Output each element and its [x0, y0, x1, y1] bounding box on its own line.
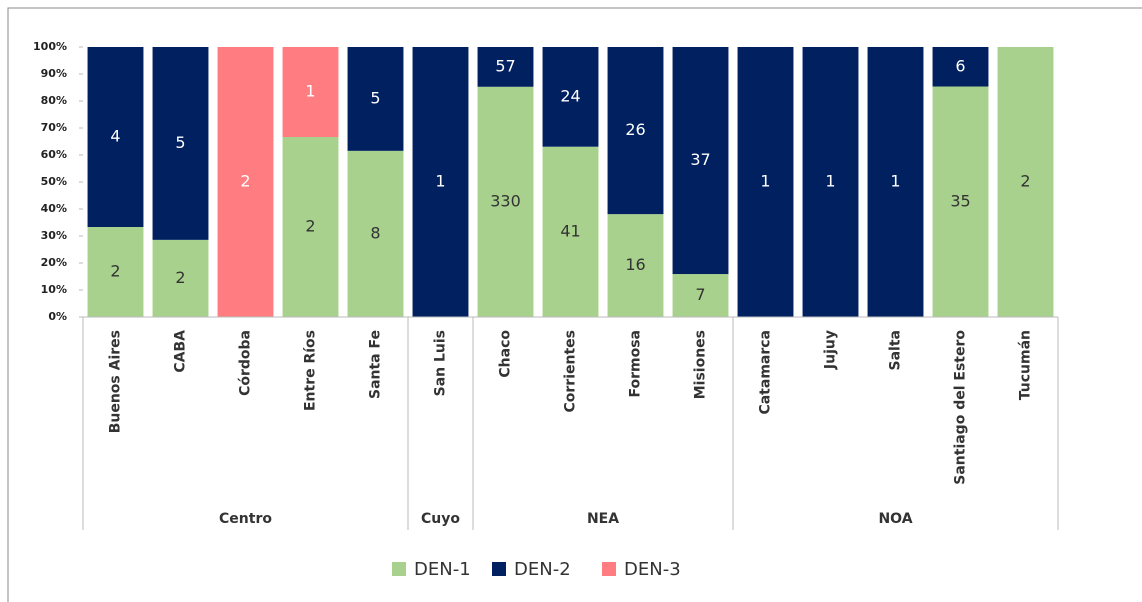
bar-segment — [997, 47, 1054, 317]
group-label: NOA — [878, 511, 912, 527]
value-label: 1 — [825, 172, 835, 191]
bar-segment — [282, 137, 339, 317]
y-tick-label: 60% — [41, 148, 67, 161]
bar-segment — [152, 47, 209, 240]
y-tick-label: 20% — [41, 256, 67, 269]
value-label: 35 — [950, 191, 970, 210]
x-tick-label: Jujuy — [823, 330, 839, 370]
y-tick-label: 90% — [41, 67, 67, 80]
bar-segment — [867, 47, 924, 317]
y-tick-label: 30% — [41, 229, 67, 242]
value-label: 57 — [495, 56, 515, 75]
y-tick-label: 70% — [41, 121, 67, 134]
value-label: 4 — [110, 127, 120, 146]
x-tick-label: Formosa — [628, 330, 644, 398]
y-tick-label: 0% — [48, 310, 67, 323]
value-label: 2 — [1020, 172, 1030, 191]
bar-segment — [542, 47, 599, 147]
bar-segment — [932, 47, 989, 87]
value-label: 1 — [890, 172, 900, 191]
value-label: 6 — [955, 56, 965, 75]
x-tick-label: CABA — [173, 330, 189, 373]
x-tick-label: Salta — [888, 330, 904, 370]
value-label: 5 — [370, 88, 380, 107]
x-tick-label: Chaco — [498, 330, 514, 378]
legend-label: DEN-1 — [414, 559, 471, 580]
bar-segment — [412, 47, 469, 317]
legend-label: DEN-3 — [624, 559, 681, 580]
value-label: 2 — [175, 268, 185, 287]
group-label: Cuyo — [421, 511, 460, 527]
group-label: Centro — [219, 511, 272, 527]
value-label: 41 — [560, 221, 580, 240]
value-label: 2 — [240, 172, 250, 191]
x-tick-label: Córdoba — [238, 330, 254, 396]
value-label: 8 — [370, 223, 380, 242]
x-tick-label: San Luis — [433, 330, 449, 396]
frame — [7, 7, 1142, 602]
bar-segment — [477, 86, 534, 317]
value-label: 1 — [435, 172, 445, 191]
x-tick-label: Santiago del Estero — [953, 330, 969, 485]
y-tick-label: 100% — [33, 40, 67, 53]
value-label: 16 — [625, 255, 645, 274]
value-label: 1 — [305, 82, 315, 101]
x-tick-label: Buenos Aires — [108, 330, 124, 433]
value-label: 1 — [760, 172, 770, 191]
x-tick-label: Entre Ríos — [303, 330, 319, 411]
x-tick-label: Misiones — [693, 330, 709, 399]
x-tick-label: Tucumán — [1018, 330, 1034, 400]
bar-segment — [87, 227, 144, 317]
bar-segment — [347, 47, 404, 151]
value-label: 24 — [560, 86, 580, 105]
group-label: NEA — [587, 511, 619, 527]
legend-swatch — [492, 562, 506, 576]
legend-swatch — [392, 562, 406, 576]
y-tick-label: 80% — [41, 94, 67, 107]
value-label: 26 — [625, 120, 645, 139]
bar-segment — [607, 47, 664, 215]
bar-segment — [347, 150, 404, 317]
legend-swatch — [602, 562, 616, 576]
value-label: 5 — [175, 133, 185, 152]
value-label: 37 — [690, 150, 710, 169]
y-tick-label: 10% — [41, 283, 67, 296]
x-tick-label: Corrientes — [563, 330, 579, 412]
value-label: 330 — [490, 191, 521, 210]
bar-segment — [87, 47, 144, 227]
bar-segment — [672, 47, 729, 275]
bar-segment — [607, 214, 664, 317]
value-label: 7 — [695, 285, 705, 304]
bar-segment — [672, 274, 729, 317]
x-tick-label: Catamarca — [758, 330, 774, 415]
bar-segment — [282, 47, 339, 137]
bar-segment — [542, 146, 599, 317]
bar-segment — [477, 47, 534, 87]
y-tick-label: 50% — [41, 175, 67, 188]
bar-segment — [932, 86, 989, 317]
bar-segment — [737, 47, 794, 317]
value-label: 2 — [305, 217, 315, 236]
bar-segment — [217, 47, 274, 317]
x-tick-label: Santa Fe — [368, 330, 384, 399]
legend-label: DEN-2 — [514, 559, 571, 580]
y-tick-label: 40% — [41, 202, 67, 215]
value-label: 2 — [110, 262, 120, 281]
bar-segment — [802, 47, 859, 317]
bar-segment — [152, 239, 209, 317]
